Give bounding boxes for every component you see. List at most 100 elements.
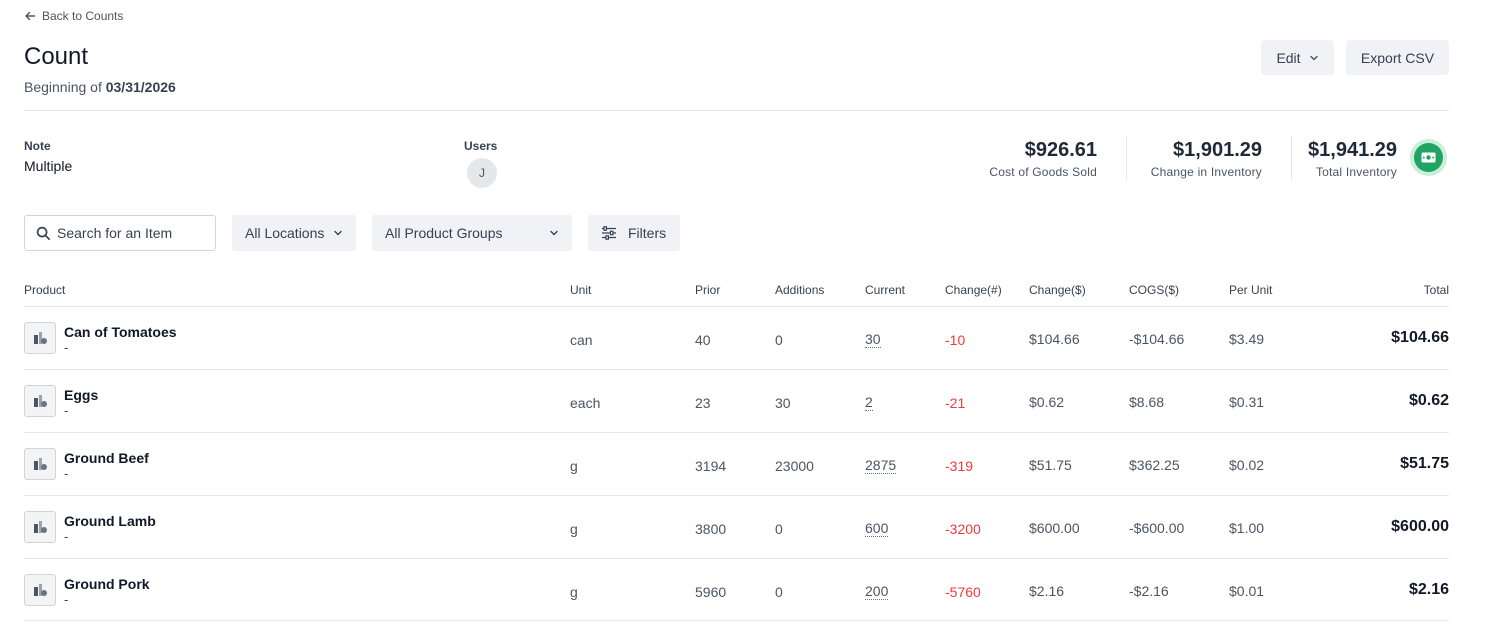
search-icon	[36, 226, 50, 240]
product-name[interactable]: Can of Tomatoes	[64, 324, 177, 340]
current-count-cell[interactable]: 2	[865, 394, 873, 411]
change-dollar-cell: $600.00	[1029, 520, 1080, 536]
unit-cell: can	[570, 332, 593, 348]
cogs-cell: $8.68	[1129, 394, 1165, 410]
stat-divider	[1126, 136, 1127, 180]
export-csv-button[interactable]: Export CSV	[1346, 40, 1449, 75]
product-image	[24, 448, 56, 480]
product-subtext: -	[64, 592, 69, 607]
additions-cell: 0	[775, 332, 783, 348]
total-inventory-stat: $1,941.29 Total Inventory	[1308, 138, 1397, 179]
current-count-cell[interactable]: 200	[865, 583, 889, 600]
search-input[interactable]	[57, 225, 207, 241]
unit-cell: g	[570, 521, 578, 537]
column-header-total[interactable]: Total	[1423, 283, 1449, 297]
column-header-change-dollar[interactable]: Change($)	[1029, 283, 1086, 297]
prior-cell: 23	[695, 395, 711, 411]
money-badge-inner	[1414, 143, 1443, 172]
page-title: Count	[24, 43, 89, 70]
product-groups-dropdown[interactable]: All Product Groups	[372, 215, 572, 251]
current-count-cell[interactable]: 2875	[865, 457, 897, 474]
prior-cell: 3194	[695, 458, 727, 474]
subtitle-prefix: Beginning of	[24, 79, 102, 95]
current-count-cell[interactable]: 30	[865, 331, 881, 348]
product-image-placeholder-icon	[34, 458, 47, 470]
change-dollar-cell: $0.62	[1029, 394, 1065, 410]
count-date-subtitle: Beginning of 03/31/2026	[24, 79, 176, 95]
users-label: Users	[464, 139, 498, 153]
change-dollar-cell: $51.75	[1029, 457, 1072, 473]
product-image	[24, 322, 56, 354]
stat-divider	[1291, 136, 1292, 180]
note-label: Note	[24, 139, 51, 153]
product-name[interactable]: Eggs	[64, 387, 99, 403]
product-name[interactable]: Ground Lamb	[64, 513, 156, 529]
table-row[interactable]: Ground Pork - g 5960 0 200 -5760 $2.16 -…	[24, 558, 1449, 621]
chevron-down-icon	[1309, 55, 1318, 60]
column-header-cogs[interactable]: COGS($)	[1129, 283, 1180, 297]
column-header-additions[interactable]: Additions	[775, 283, 825, 297]
product-name[interactable]: Ground Pork	[64, 576, 150, 592]
additions-cell: 30	[775, 395, 791, 411]
product-image-placeholder-icon	[34, 584, 47, 596]
per-unit-cell: $1.00	[1229, 520, 1265, 536]
total-inventory-value: $1,941.29	[1308, 139, 1397, 161]
cogs-label: Cost of Goods Sold	[989, 165, 1097, 179]
product-subtext: -	[64, 403, 69, 418]
prior-cell: 5960	[695, 584, 727, 600]
per-unit-cell: $0.01	[1229, 583, 1265, 599]
column-header-per-unit[interactable]: Per Unit	[1229, 283, 1273, 297]
back-to-counts-link[interactable]: Back to Counts	[24, 9, 123, 23]
column-header-change-count[interactable]: Change(#)	[945, 283, 1002, 297]
table-row[interactable]: Eggs - each 23 30 2 -21 $0.62 $8.68 $0.3…	[24, 369, 1449, 432]
header-divider	[24, 110, 1449, 111]
column-header-unit[interactable]: Unit	[570, 283, 592, 297]
total-cell: $2.16	[1408, 581, 1449, 598]
product-image-placeholder-icon	[34, 332, 47, 344]
column-header-current[interactable]: Current	[865, 283, 906, 297]
filters-button[interactable]: Filters	[588, 215, 680, 251]
edit-button[interactable]: Edit	[1261, 40, 1334, 75]
money-badge	[1410, 139, 1447, 176]
money-icon	[1421, 152, 1436, 163]
column-header-prior[interactable]: Prior	[695, 283, 721, 297]
cogs-cell: $362.25	[1129, 457, 1180, 473]
unit-cell: g	[570, 584, 578, 600]
edit-button-label: Edit	[1276, 49, 1301, 66]
chevron-down-icon	[334, 230, 342, 236]
total-cell: $104.66	[1391, 329, 1449, 346]
back-link-label: Back to Counts	[42, 9, 124, 23]
export-csv-label: Export CSV	[1360, 49, 1435, 66]
unit-cell: each	[570, 395, 601, 411]
cogs-stat: $926.61 Cost of Goods Sold	[989, 138, 1097, 179]
total-cell: $51.75	[1400, 455, 1449, 472]
per-unit-cell: $3.49	[1229, 331, 1265, 347]
change-dollar-cell: $2.16	[1029, 583, 1065, 599]
table-row[interactable]: Ground Beef - g 3194 23000 2875 -319 $51…	[24, 432, 1449, 495]
change-label: Change in Inventory	[1150, 165, 1262, 179]
cogs-cell: -$2.16	[1129, 583, 1169, 599]
product-subtext: -	[64, 529, 69, 544]
product-subtext: -	[64, 340, 69, 355]
total-cell: $0.62	[1408, 392, 1449, 409]
locations-dropdown[interactable]: All Locations	[232, 215, 356, 251]
product-image-placeholder-icon	[34, 395, 47, 407]
change-stat: $1,901.29 Change in Inventory	[1151, 138, 1262, 179]
table-row[interactable]: Ground Lamb - g 3800 0 600 -3200 $600.00…	[24, 495, 1449, 558]
per-unit-cell: $0.31	[1229, 394, 1265, 410]
cogs-cell: -$600.00	[1129, 520, 1185, 536]
chevron-down-icon	[550, 230, 558, 236]
product-name[interactable]: Ground Beef	[64, 450, 149, 466]
table-row[interactable]: Can of Tomatoes - can 40 0 30 -10 $104.6…	[24, 306, 1449, 369]
filters-button-label: Filters	[628, 225, 667, 241]
user-avatar[interactable]: J	[467, 158, 497, 188]
product-groups-dropdown-label: All Product Groups	[385, 225, 503, 241]
change-count-cell: -5760	[945, 584, 981, 600]
current-count-cell[interactable]: 600	[865, 520, 889, 537]
product-image	[24, 385, 56, 417]
change-count-cell: -319	[945, 458, 974, 474]
locations-dropdown-label: All Locations	[245, 225, 325, 241]
column-header-product[interactable]: Product	[24, 283, 66, 297]
change-count-cell: -10	[945, 332, 966, 348]
search-field[interactable]	[24, 215, 216, 251]
